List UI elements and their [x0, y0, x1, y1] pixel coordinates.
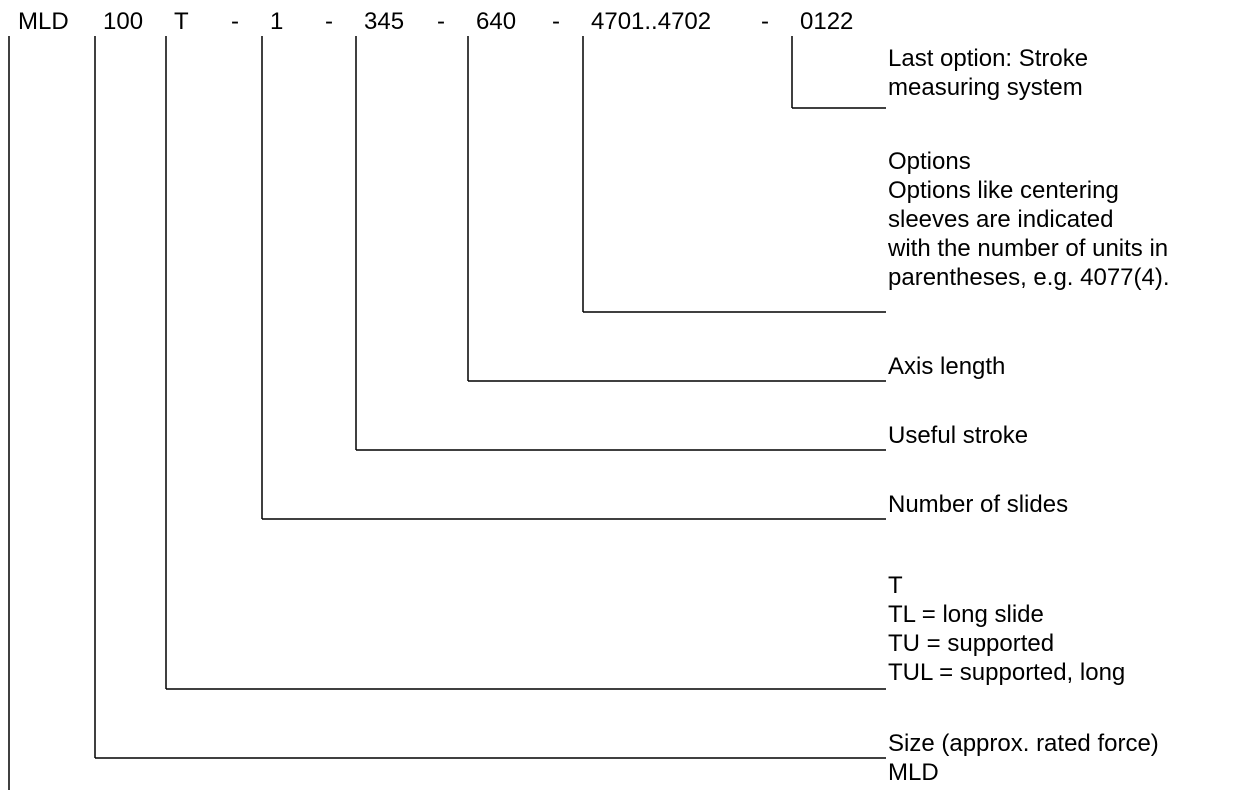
desc-line: sleeves are indicated — [888, 206, 1114, 233]
desc-stroke-measuring: Last option: Stroke measuring system — [888, 44, 1088, 102]
desc-axis-length: Axis length — [888, 352, 1005, 381]
code-type: T — [174, 8, 189, 35]
code-stroke: 345 — [364, 8, 405, 35]
desc-line: TU = supported — [888, 630, 1055, 657]
desc-line: Options like centering — [888, 177, 1119, 204]
desc-line: Last option: Stroke — [888, 45, 1089, 72]
desc-line: MLD — [888, 759, 939, 786]
code-separator: - — [437, 8, 445, 35]
desc-line: Useful stroke — [888, 422, 1029, 449]
desc-line: TL = long slide — [888, 601, 1044, 628]
code-separator: - — [325, 8, 333, 35]
desc-line: parentheses, e.g. 4077(4). — [888, 264, 1170, 291]
desc-line: T — [888, 572, 903, 599]
desc-line: Options — [888, 148, 971, 175]
code-slides: 1 — [270, 8, 284, 35]
desc-line: TUL = supported, long — [888, 659, 1126, 686]
code-size: 100 — [103, 8, 144, 35]
desc-line: measuring system — [888, 74, 1083, 101]
code-measuring: 0122 — [800, 8, 854, 35]
desc-options: Options Options like centering sleeves a… — [888, 147, 1170, 292]
desc-useful-stroke: Useful stroke — [888, 421, 1028, 450]
desc-line: Size (approx. rated force) — [888, 730, 1159, 757]
desc-type: T TL = long slide TU = supported TUL = s… — [888, 571, 1125, 687]
desc-size: Size (approx. rated force) MLD — [888, 729, 1159, 787]
code-options: 4701..4702 — [591, 8, 712, 35]
code-separator: - — [552, 8, 560, 35]
code-separator: - — [761, 8, 769, 35]
code-axis-length: 640 — [476, 8, 517, 35]
desc-line: with the number of units in — [888, 235, 1169, 262]
desc-number-of-slides: Number of slides — [888, 490, 1068, 519]
code-mld: MLD — [18, 8, 69, 35]
desc-line: Axis length — [888, 353, 1006, 380]
code-separator: - — [231, 8, 239, 35]
desc-line: Number of slides — [888, 491, 1069, 518]
